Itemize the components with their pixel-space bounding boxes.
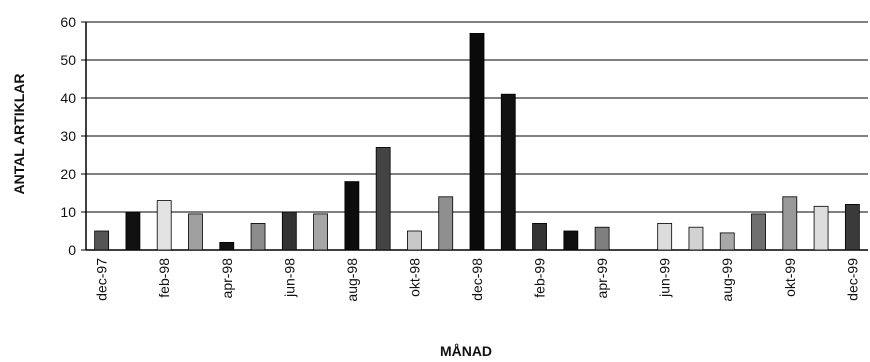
x-tick-label: dec-99 <box>844 258 860 301</box>
bar-mar-98 <box>188 213 203 251</box>
y-tick-label: 40 <box>60 90 76 106</box>
y-tick-label: 0 <box>68 242 76 258</box>
x-tick-label: okt-98 <box>406 258 422 297</box>
y-tick-label: 20 <box>60 166 76 182</box>
x-axis-title: MÅNAD <box>440 343 492 359</box>
x-tick-labels: dec-97 feb-98 apr-98 jun-98 aug-98 okt-98 dec-… <box>94 258 861 302</box>
x-tick-label: dec-97 <box>94 258 110 301</box>
x-tick-label: jun-99 <box>657 258 673 298</box>
x-tick-label: feb-98 <box>156 258 172 298</box>
bar-dec-98 <box>469 33 485 251</box>
bar-maj-98 <box>250 222 266 251</box>
y-axis-title: ANTAL ARTIKLAR <box>11 73 27 194</box>
bar-jan-98 <box>125 211 141 251</box>
bar-nov-98 <box>438 196 454 251</box>
bar-mar-99 <box>563 230 579 251</box>
bar-jan-99 <box>500 93 516 251</box>
bar-jul-98 <box>313 213 329 251</box>
y-tick-label: 30 <box>60 128 76 144</box>
y-tick-labels: 0 10 20 30 40 50 60 <box>60 14 76 258</box>
x-tick-label: feb-99 <box>532 258 548 298</box>
bar-okt-98 <box>407 230 422 251</box>
x-tick-label: jun-98 <box>281 258 297 298</box>
bar-aug-99 <box>719 232 735 251</box>
x-tick-label: apr-98 <box>219 258 235 299</box>
bar-apr-99 <box>594 226 610 251</box>
bar-feb-99 <box>532 222 547 251</box>
bar-jun-98 <box>281 211 297 251</box>
bar-dec-97 <box>94 230 110 251</box>
bar-jul-99 <box>688 226 704 251</box>
bars <box>94 33 860 251</box>
x-tick-label: aug-98 <box>344 258 360 302</box>
y-tick-label: 10 <box>60 204 76 220</box>
bar-aug-98 <box>344 181 360 251</box>
x-tick-label: apr-99 <box>594 258 610 299</box>
bar-okt-99 <box>782 196 798 251</box>
x-tick-label: okt-99 <box>782 258 798 297</box>
bar-nov-99 <box>813 205 829 251</box>
x-tick-label: dec-98 <box>469 258 485 301</box>
y-tick-label: 50 <box>60 52 76 68</box>
bar-dec-99 <box>844 203 860 251</box>
bar-jun-99 <box>657 222 673 251</box>
bar-apr-98 <box>219 241 235 251</box>
bar-sep-98 <box>375 146 391 251</box>
x-tick-label: aug-99 <box>719 258 735 302</box>
bar-sep-99 <box>751 213 766 251</box>
bar-feb-98 <box>156 200 172 251</box>
y-tick-label: 60 <box>60 14 76 30</box>
